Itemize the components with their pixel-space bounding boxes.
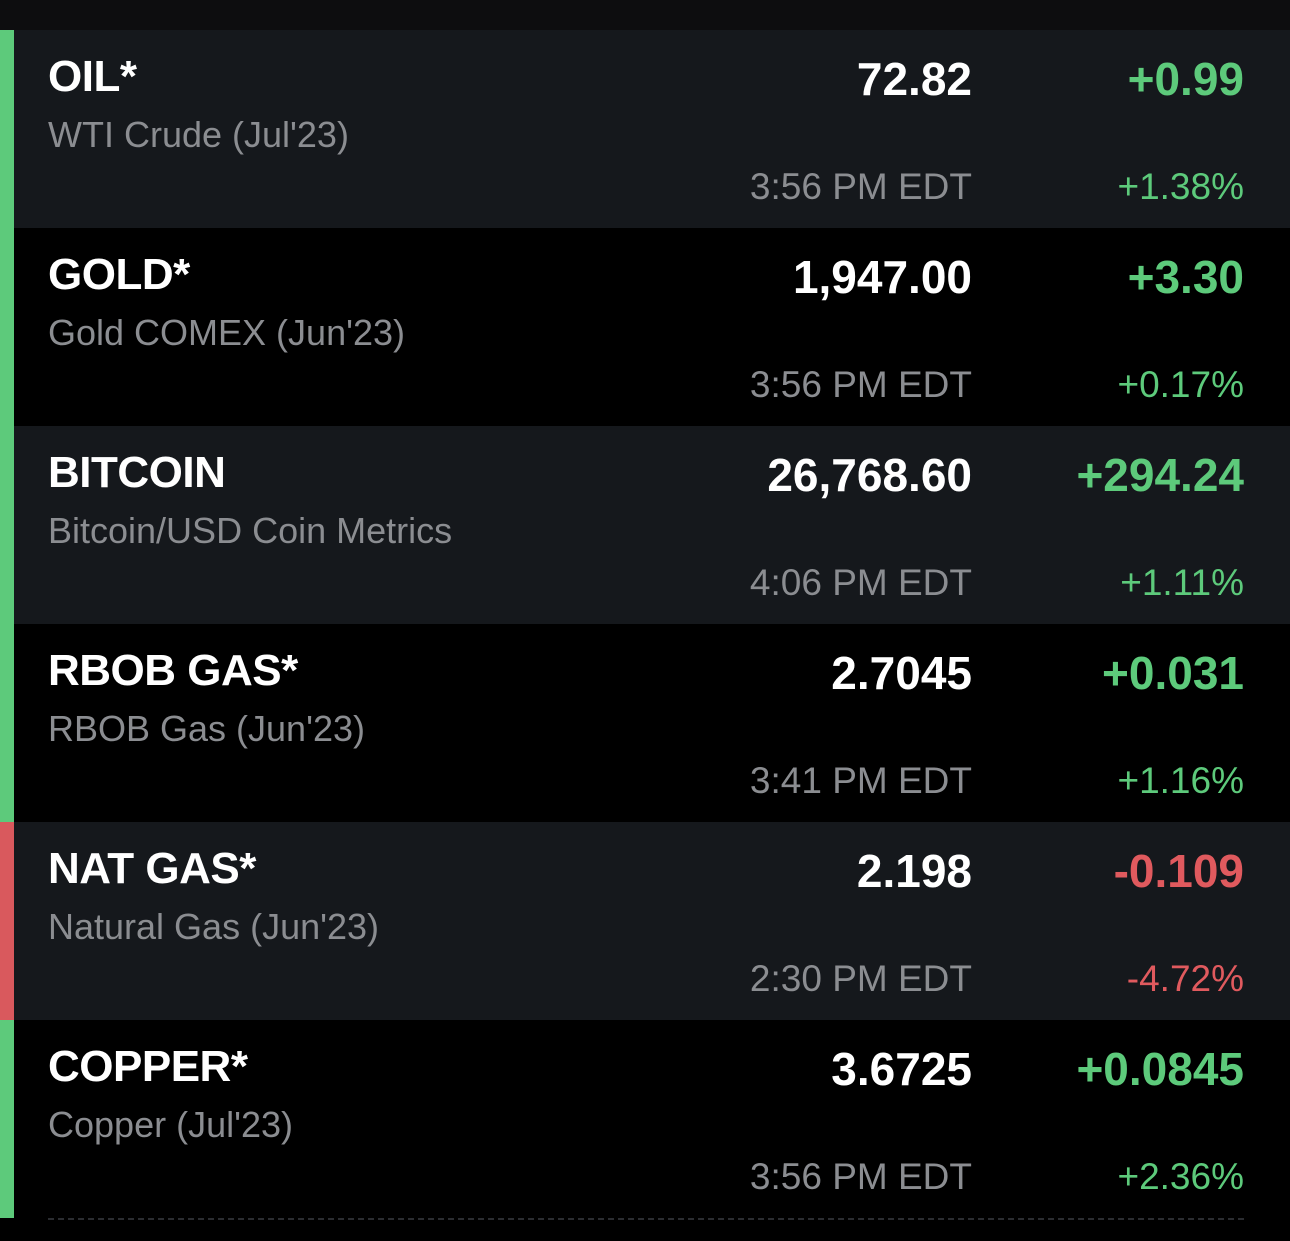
quote-row-bitcoin[interactable]: BITCOIN Bitcoin/USD Coin Metrics 26,768.… <box>0 426 1290 624</box>
quote-name: Gold COMEX (Jun'23) <box>48 312 405 353</box>
direction-indicator <box>0 30 14 228</box>
quote-name: Bitcoin/USD Coin Metrics <box>48 510 453 551</box>
quote-symbol: OIL* <box>48 52 137 101</box>
quote-change: +0.031 <box>1102 647 1244 699</box>
quote-name: Natural Gas (Jun'23) <box>48 906 380 947</box>
quote-symbol: COPPER* <box>48 1042 248 1091</box>
quote-change: +294.24 <box>1076 449 1244 501</box>
quote-name: WTI Crude (Jul'23) <box>48 114 349 155</box>
quote-percent-change: +1.38% <box>1117 166 1244 207</box>
quote-price: 72.82 <box>856 53 972 105</box>
quote-row-gold[interactable]: GOLD* Gold COMEX (Jun'23) 1,947.00 +3.30… <box>0 228 1290 426</box>
quote-change: +0.99 <box>1127 53 1244 105</box>
quote-percent-change: -4.72% <box>1126 958 1244 999</box>
quote-name: Copper (Jul'23) <box>48 1104 293 1145</box>
quote-percent-change: +2.36% <box>1117 1156 1244 1197</box>
quote-time: 3:56 PM EDT <box>749 1156 972 1197</box>
quote-row-nat-gas[interactable]: NAT GAS* Natural Gas (Jun'23) 2.198 -0.1… <box>0 822 1290 1020</box>
quote-time: 3:56 PM EDT <box>749 166 972 207</box>
quote-percent-change: +0.17% <box>1117 364 1244 405</box>
direction-indicator <box>0 228 14 426</box>
direction-indicator <box>0 426 14 624</box>
quote-symbol: RBOB GAS* <box>48 646 298 695</box>
quote-list: OIL* WTI Crude (Jul'23) 72.82 +0.99 3:56… <box>0 30 1290 1218</box>
quote-change: +0.0845 <box>1076 1043 1244 1095</box>
quote-percent-change: +1.16% <box>1117 760 1244 801</box>
quote-symbol: BITCOIN <box>48 448 226 497</box>
quote-symbol: NAT GAS* <box>48 844 256 893</box>
quote-name: RBOB Gas (Jun'23) <box>48 708 365 749</box>
quote-change: -0.109 <box>1113 845 1244 897</box>
quote-percent-change: +1.11% <box>1120 562 1244 603</box>
quote-time: 4:06 PM EDT <box>749 562 972 603</box>
quote-time: 2:30 PM EDT <box>749 958 972 999</box>
quote-price: 2.198 <box>856 845 972 897</box>
top-bar <box>0 0 1290 30</box>
quote-price: 26,768.60 <box>767 449 972 501</box>
quote-price: 3.6725 <box>831 1043 972 1095</box>
quote-change: +3.30 <box>1127 251 1244 303</box>
quote-row-copper[interactable]: COPPER* Copper (Jul'23) 3.6725 +0.0845 3… <box>0 1020 1290 1218</box>
quote-row-rbob-gas[interactable]: RBOB GAS* RBOB Gas (Jun'23) 2.7045 +0.03… <box>0 624 1290 822</box>
direction-indicator <box>0 822 14 1020</box>
direction-indicator <box>0 624 14 822</box>
quote-symbol: GOLD* <box>48 250 190 299</box>
quote-time: 3:41 PM EDT <box>749 760 972 801</box>
quote-price: 1,947.00 <box>792 251 972 303</box>
list-divider <box>48 1218 1244 1220</box>
quote-time: 3:56 PM EDT <box>749 364 972 405</box>
quote-row-oil[interactable]: OIL* WTI Crude (Jul'23) 72.82 +0.99 3:56… <box>0 30 1290 228</box>
quote-price: 2.7045 <box>831 647 972 699</box>
direction-indicator <box>0 1020 14 1218</box>
